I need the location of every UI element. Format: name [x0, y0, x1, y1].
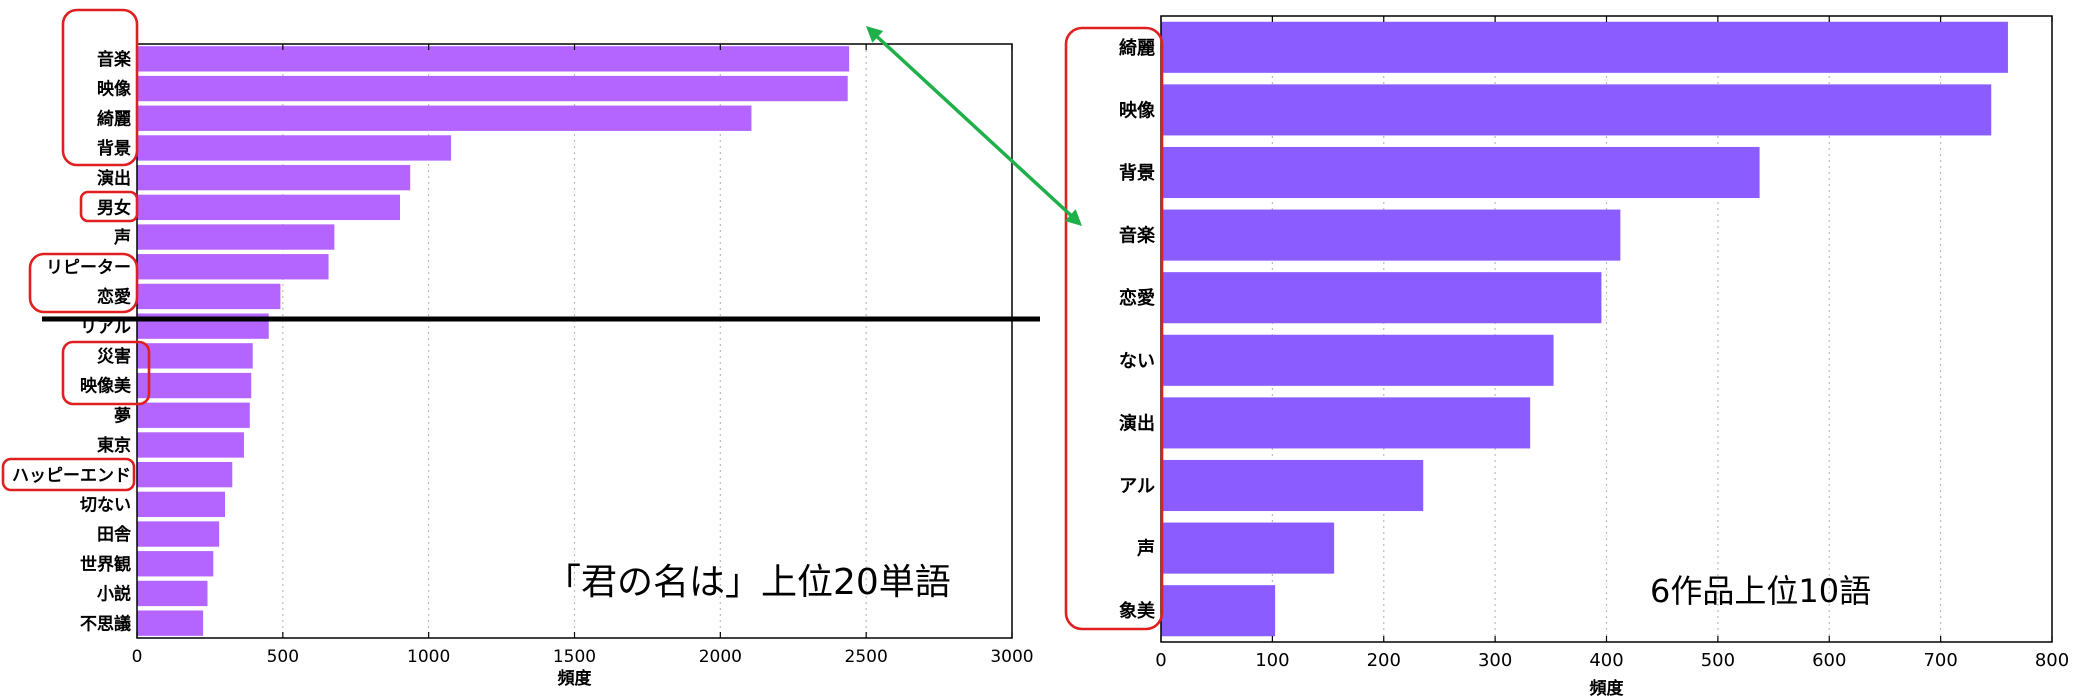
- category-label: 恋愛: [1119, 287, 1155, 309]
- bar: [136, 164, 411, 191]
- category-label: 背景: [97, 138, 131, 159]
- x-tick-label: 2500: [845, 647, 888, 667]
- category-label: 災害: [97, 346, 131, 367]
- category-label: 男女: [97, 197, 131, 218]
- x-tick-label: 600: [1812, 650, 1846, 671]
- category-label: 小説: [97, 584, 131, 605]
- category-label: アル: [1119, 476, 1155, 497]
- bar: [136, 372, 252, 399]
- category-label: ハッピーエンド: [12, 466, 131, 486]
- connector-arrow-line: [870, 30, 1078, 222]
- x-tick-label: 500: [267, 647, 299, 667]
- category-label: 背景: [1119, 162, 1155, 184]
- category-label: 音楽: [97, 49, 132, 70]
- x-tick-label: 100: [1255, 650, 1289, 671]
- arrowhead-right: [1064, 209, 1082, 226]
- bar: [136, 432, 244, 458]
- category-label: 田舎: [97, 524, 132, 545]
- right-chart-caption: 6作品上位10語: [1650, 572, 1872, 610]
- highlight-box-couple: [79, 190, 139, 223]
- bar: [136, 46, 850, 72]
- highlight-box-happy-end: [1, 457, 136, 492]
- bar: [1160, 21, 2008, 73]
- category-label: 不思議: [80, 613, 131, 634]
- category-label: 音楽: [1119, 225, 1156, 247]
- category-label: リアル: [80, 317, 131, 337]
- bar: [136, 75, 848, 102]
- bar: [1160, 209, 1621, 261]
- x-tick-label: 400: [1589, 650, 1623, 671]
- bar: [1160, 459, 1424, 512]
- category-label: 映像美: [80, 376, 132, 397]
- category-label: リピーター: [46, 258, 131, 278]
- category-label: 声: [113, 227, 131, 248]
- category-label: 演出: [97, 168, 131, 189]
- x-tick-label: 0: [1155, 650, 1166, 671]
- category-label: 夢: [114, 406, 131, 426]
- category-label: 映像: [97, 79, 132, 100]
- category-label: ない: [1119, 351, 1155, 372]
- category-label: 演出: [1119, 412, 1155, 434]
- highlight-box-right-categories: [1064, 26, 1164, 631]
- bar: [136, 135, 452, 161]
- x-tick-label: 2000: [699, 647, 742, 667]
- bar: [136, 224, 335, 250]
- bar: [1160, 146, 1760, 199]
- bar: [136, 254, 329, 280]
- category-label: 綺麗: [97, 108, 131, 129]
- bar: [1160, 272, 1602, 324]
- arrowhead-left: [866, 26, 884, 43]
- category-label: 東京: [97, 435, 131, 456]
- x-axis-label: 頻度: [1589, 678, 1625, 698]
- bar: [136, 105, 752, 131]
- bar: [1160, 84, 1992, 136]
- x-tick-label: 800: [2035, 650, 2069, 671]
- bar: [1160, 522, 1335, 574]
- bar: [1160, 334, 1554, 386]
- bar: [136, 580, 208, 607]
- x-tick-label: 0: [132, 647, 143, 667]
- bar: [136, 283, 281, 310]
- bar: [136, 461, 233, 488]
- category-label: 世界観: [80, 554, 131, 575]
- bar: [136, 343, 253, 369]
- bar: [136, 194, 400, 221]
- bar: [1160, 397, 1531, 449]
- category-label: 象美: [1119, 600, 1155, 622]
- x-tick-label: 3000: [990, 647, 1033, 667]
- bar: [136, 402, 250, 428]
- left-bar-chart: 音楽映像綺麗背景演出男女声リピーター恋愛リアル災害映像美夢東京ハッピーエンド切な…: [12, 43, 1034, 689]
- highlight-box-repeater-romance: [28, 252, 139, 314]
- category-label: 綺麗: [1119, 37, 1155, 59]
- x-axis-label: 頻度: [557, 668, 593, 689]
- highlight-box-disaster-visual: [61, 340, 151, 406]
- bar: [136, 521, 220, 547]
- bar: [136, 491, 225, 518]
- x-tick-label: 500: [1701, 650, 1735, 671]
- bar: [136, 551, 214, 577]
- x-tick-label: 1500: [553, 647, 596, 667]
- bar: [1160, 585, 1276, 637]
- x-tick-label: 1000: [407, 647, 450, 667]
- bar: [136, 610, 204, 636]
- x-tick-label: 700: [1923, 650, 1957, 671]
- category-label: 恋愛: [97, 287, 131, 308]
- category-label: 声: [1136, 538, 1155, 560]
- annotation-layer: [1, 8, 1164, 631]
- category-label: 切ない: [80, 495, 131, 515]
- x-tick-label: 300: [1478, 650, 1512, 671]
- x-tick-label: 200: [1367, 650, 1401, 671]
- left-chart-caption: 「君の名は」上位20単語: [545, 562, 951, 603]
- highlight-box-music-visual-beauty: [61, 8, 139, 167]
- category-label: 映像: [1119, 99, 1156, 121]
